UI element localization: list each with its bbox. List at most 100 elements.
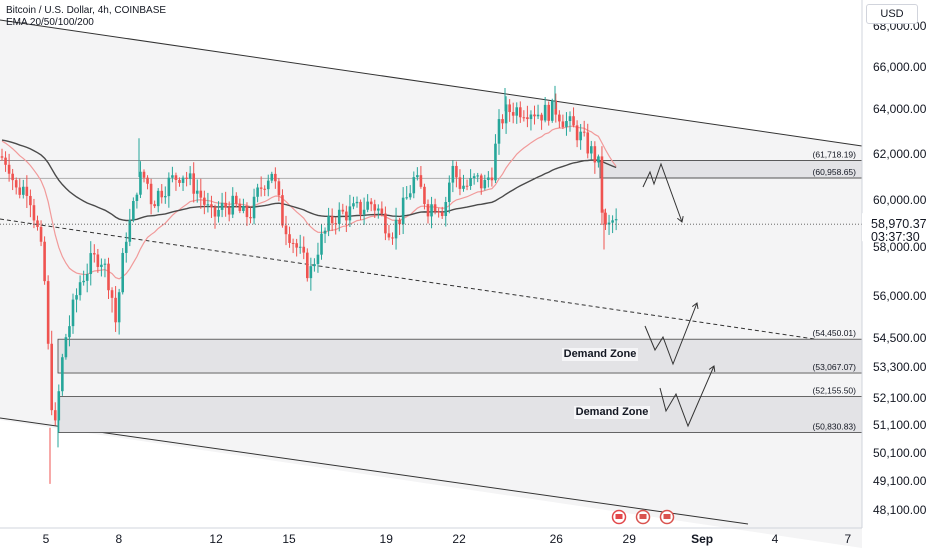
arrow-head bbox=[691, 302, 699, 309]
candle-body bbox=[252, 196, 256, 219]
zone-bottom-label: (53,067.07) bbox=[813, 362, 857, 372]
candle-body bbox=[334, 223, 337, 225]
candle-body bbox=[359, 201, 362, 215]
candle-body bbox=[401, 197, 405, 225]
zone-bottom-label: (60,958.65) bbox=[813, 167, 857, 177]
zone-top-label: (61,718.19) bbox=[813, 149, 857, 159]
candle-body bbox=[366, 201, 369, 210]
candle-body bbox=[71, 299, 75, 327]
y-tick-label: 66,000.00 bbox=[873, 60, 927, 74]
candle-body bbox=[249, 217, 252, 219]
candle-body bbox=[284, 225, 288, 235]
candle-body bbox=[110, 290, 114, 298]
candle-body bbox=[75, 295, 78, 300]
candle-body bbox=[206, 204, 210, 206]
currency-button[interactable]: USD bbox=[866, 4, 918, 24]
candle-body bbox=[423, 186, 426, 205]
event-flag-icon[interactable] bbox=[635, 509, 651, 525]
zone-label-bg bbox=[562, 348, 638, 361]
candle-body bbox=[302, 246, 306, 253]
candle-body bbox=[50, 343, 53, 411]
projection-arrow-up-1 bbox=[644, 302, 698, 366]
candle-body bbox=[270, 173, 274, 181]
candle-body bbox=[522, 117, 526, 119]
candle-body bbox=[373, 204, 377, 211]
zone-label-bg bbox=[574, 406, 650, 419]
y-tick-label: 53,300.00 bbox=[873, 360, 927, 374]
candle-body bbox=[135, 194, 139, 201]
zone-rect bbox=[57, 396, 863, 433]
event-icon-mark bbox=[663, 514, 671, 519]
candle-body bbox=[43, 241, 46, 282]
zone-label: Demand Zone bbox=[576, 406, 649, 418]
candle-body bbox=[291, 242, 295, 244]
candle-body bbox=[483, 179, 487, 189]
candle-body bbox=[607, 222, 611, 225]
y-tick-label: 60,000.00 bbox=[873, 193, 927, 207]
event-flag-icon[interactable] bbox=[611, 509, 627, 525]
candle-body bbox=[32, 205, 36, 221]
candle-body bbox=[7, 164, 11, 174]
candle-body bbox=[590, 146, 593, 154]
candle-body bbox=[430, 204, 433, 217]
zone-rect bbox=[57, 338, 863, 374]
candle-body bbox=[593, 146, 597, 163]
candle-body bbox=[572, 116, 575, 126]
candle-body bbox=[224, 202, 227, 208]
channel-layer bbox=[0, 19, 863, 550]
candle-body bbox=[579, 131, 582, 141]
candle-body bbox=[479, 175, 483, 189]
x-tick-label: 8 bbox=[116, 532, 123, 546]
candle-body bbox=[14, 180, 18, 188]
candle-body bbox=[494, 143, 497, 181]
candle-body bbox=[568, 116, 572, 122]
candle-body bbox=[394, 219, 398, 239]
event-flag-icon[interactable] bbox=[659, 509, 675, 525]
candle-body bbox=[465, 185, 469, 187]
candle-body bbox=[181, 177, 185, 183]
candle-body bbox=[39, 226, 43, 242]
candle-body bbox=[433, 204, 437, 212]
candle-body bbox=[330, 216, 334, 224]
candle-body bbox=[597, 156, 600, 163]
candle-body bbox=[508, 104, 511, 113]
candle-body bbox=[124, 241, 128, 253]
candle-body bbox=[323, 230, 327, 234]
y-tick-label: 56,000.00 bbox=[873, 289, 927, 303]
candle-body bbox=[29, 195, 32, 206]
candle-body bbox=[345, 211, 348, 221]
candle-body bbox=[85, 274, 89, 281]
candle-body bbox=[540, 114, 543, 121]
candle-body bbox=[103, 263, 107, 265]
candle-body bbox=[515, 107, 519, 116]
candle-body bbox=[242, 206, 245, 211]
event-icon-mark bbox=[639, 514, 647, 519]
candle-body bbox=[238, 203, 242, 211]
arrow-head bbox=[677, 216, 684, 223]
candle-body bbox=[547, 104, 550, 121]
candle-body bbox=[203, 197, 206, 205]
indicator-legend[interactable]: EMA 20/50/100/200 bbox=[6, 17, 94, 28]
y-tick-label: 51,100.00 bbox=[873, 418, 927, 432]
candle-body bbox=[490, 177, 494, 181]
candle-body bbox=[582, 131, 586, 133]
candle-body bbox=[462, 185, 465, 189]
candle-body bbox=[164, 196, 167, 198]
candle-body bbox=[235, 195, 238, 204]
candle-body bbox=[504, 104, 508, 124]
candle-body bbox=[153, 204, 156, 207]
candle-body bbox=[277, 181, 281, 196]
candle-body bbox=[0, 156, 4, 158]
channel-mid-line bbox=[0, 218, 863, 347]
candle-body bbox=[426, 204, 430, 217]
candle-body bbox=[380, 208, 384, 214]
y-tick-label: 62,000.00 bbox=[873, 147, 927, 161]
x-tick-label: 5 bbox=[43, 532, 50, 546]
event-icon-mark bbox=[615, 514, 623, 519]
candle-body bbox=[412, 177, 416, 194]
candle-body bbox=[107, 263, 110, 291]
candle-body bbox=[416, 175, 419, 178]
candle-body bbox=[437, 211, 440, 213]
